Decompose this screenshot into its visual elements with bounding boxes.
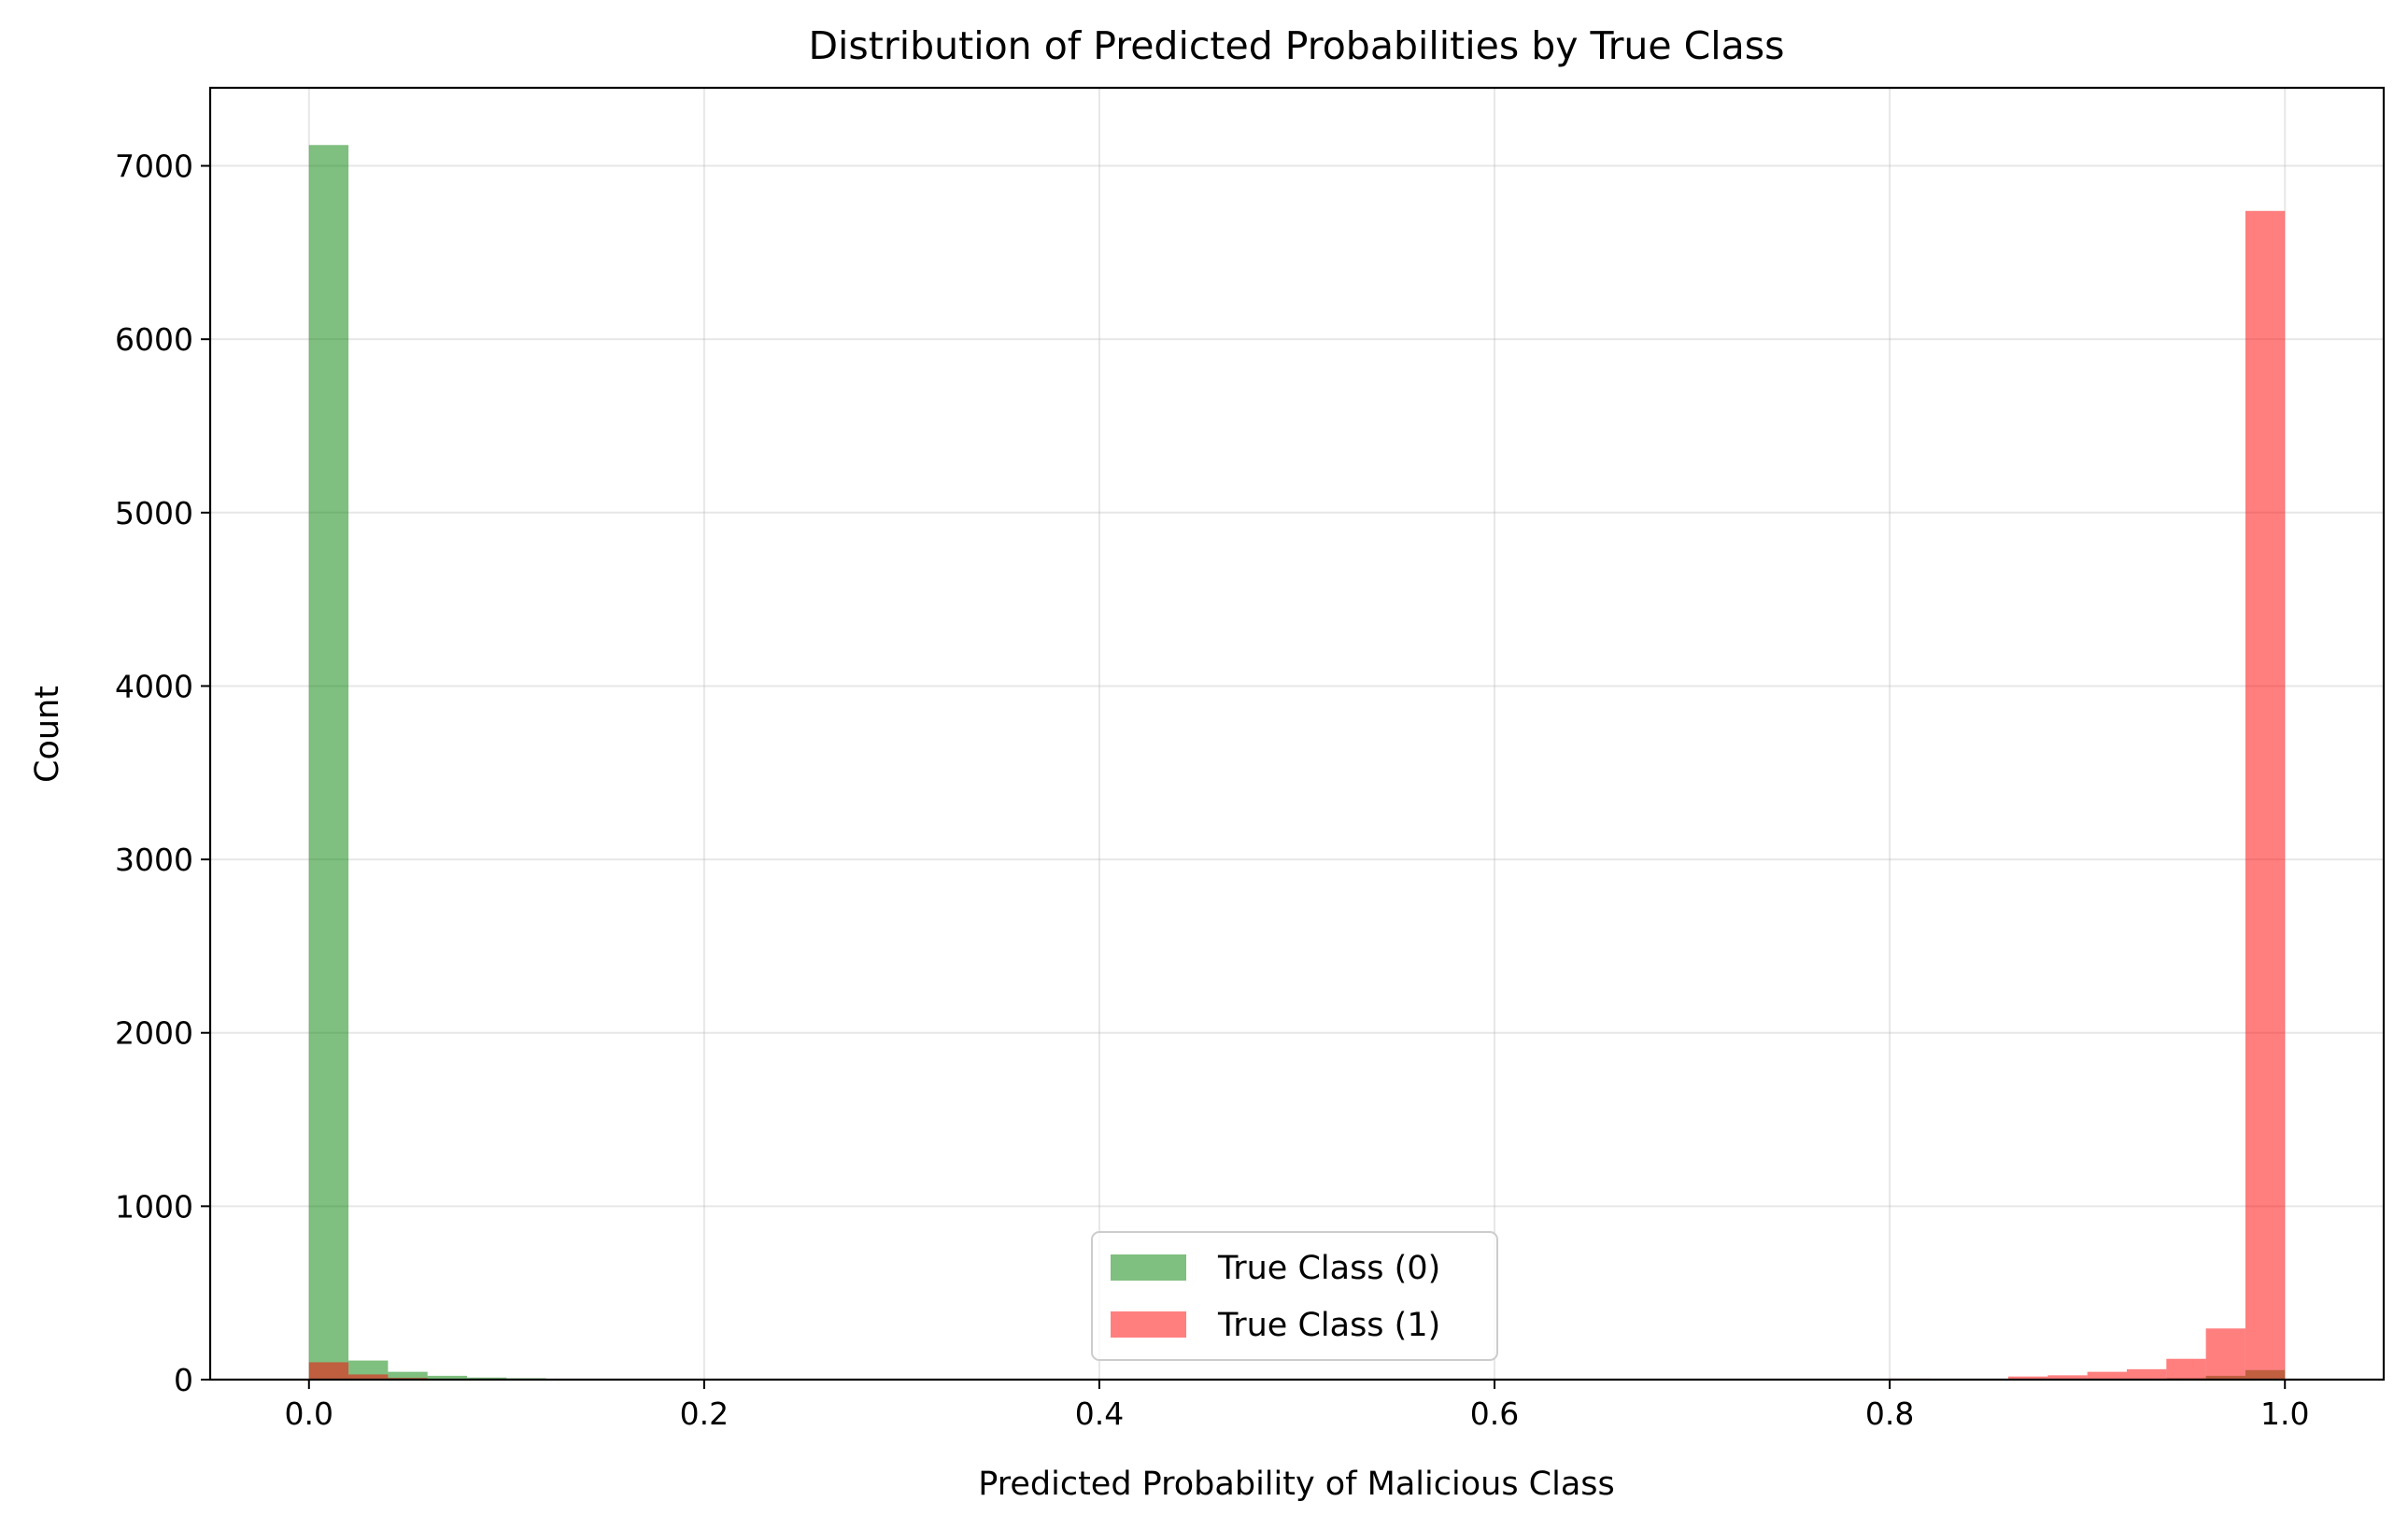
histogram-bar bbox=[2205, 1328, 2245, 1380]
y-tick-label: 5000 bbox=[115, 495, 193, 531]
histogram-bar bbox=[388, 1371, 428, 1380]
histogram-bar bbox=[2166, 1358, 2206, 1380]
x-tick-label: 0.0 bbox=[285, 1395, 333, 1432]
histogram-bar bbox=[2087, 1371, 2127, 1380]
histogram-bar bbox=[308, 145, 349, 1381]
legend-label-true-class-0: True Class (0) bbox=[1217, 1250, 1440, 1287]
axis-ticks: 0.0 0.2 0.4 0.6 0.8 1.0 0 1000 2000 3000 4000 5000 6… bbox=[115, 149, 2309, 1432]
plot-area bbox=[210, 88, 2384, 1380]
legend: True Class (0) True Class (1) bbox=[1091, 1231, 1498, 1361]
histogram-bar bbox=[308, 1362, 349, 1380]
y-axis-label: Count bbox=[29, 686, 66, 783]
y-tick-label: 7000 bbox=[115, 149, 193, 185]
histogram-bar bbox=[2126, 1368, 2167, 1380]
histogram-bar bbox=[348, 1374, 389, 1380]
y-tick-label: 6000 bbox=[115, 321, 193, 358]
legend-frame bbox=[1091, 1231, 1498, 1361]
x-tick-label: 0.2 bbox=[680, 1395, 729, 1432]
y-tick-label: 1000 bbox=[115, 1188, 193, 1225]
legend-swatch-true-class-1 bbox=[1111, 1311, 1186, 1338]
chart-title: Distribution of Predicted Probabilities … bbox=[808, 23, 1784, 68]
legend-label-true-class-1: True Class (1) bbox=[1217, 1307, 1440, 1344]
y-tick-label: 2000 bbox=[115, 1015, 193, 1052]
y-tick-label: 4000 bbox=[115, 668, 193, 704]
histogram-bar bbox=[2008, 1376, 2048, 1380]
x-tick-label: 0.4 bbox=[1075, 1395, 1124, 1432]
series-1-bars bbox=[308, 210, 2286, 1380]
histogram-bar bbox=[467, 1377, 507, 1380]
histogram-bar bbox=[2245, 210, 2286, 1380]
histogram-bar bbox=[427, 1375, 468, 1380]
histogram-bar bbox=[2047, 1375, 2088, 1380]
x-axis-label: Predicted Probability of Malicious Class bbox=[978, 1466, 1615, 1503]
plot-frame bbox=[208, 86, 2386, 1381]
x-tick-label: 1.0 bbox=[2260, 1395, 2309, 1432]
x-tick-label: 0.6 bbox=[1470, 1395, 1519, 1432]
legend-swatch-true-class-0 bbox=[1111, 1254, 1186, 1281]
grid-lines bbox=[210, 88, 2384, 1381]
x-tick-label: 0.8 bbox=[1865, 1395, 1914, 1432]
y-tick-label: 0 bbox=[174, 1362, 193, 1398]
y-tick-label: 3000 bbox=[115, 842, 193, 878]
